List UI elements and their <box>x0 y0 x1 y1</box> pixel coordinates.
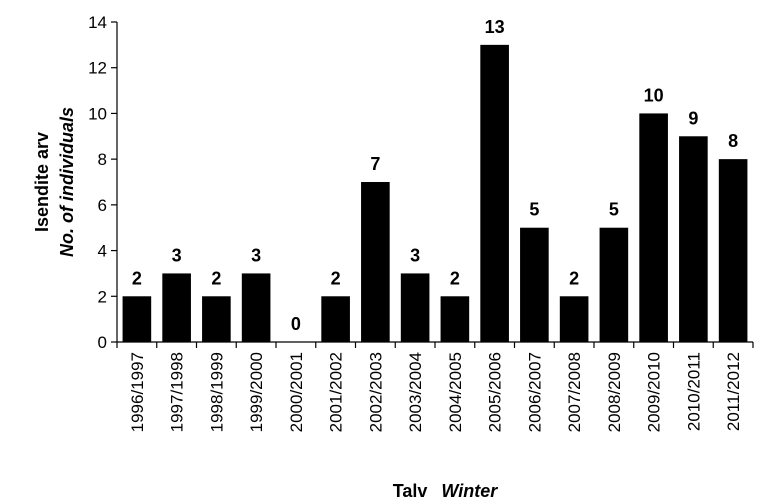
bar <box>400 273 430 342</box>
y-tick-label: 8 <box>98 150 107 169</box>
bar <box>718 159 748 342</box>
bar <box>321 296 350 342</box>
data-label: 3 <box>251 245 261 265</box>
data-label: 7 <box>370 154 380 174</box>
bar <box>122 296 152 342</box>
y-tick-label: 14 <box>88 13 107 32</box>
bar <box>440 296 470 342</box>
x-tick-label: 1998/1999 <box>207 352 226 432</box>
data-label: 9 <box>688 108 698 128</box>
bar <box>679 136 708 342</box>
x-axis-label: Talv <box>393 481 428 501</box>
bar <box>520 227 549 342</box>
data-label: 8 <box>728 131 738 151</box>
data-label: 2 <box>211 268 221 288</box>
data-label: 5 <box>609 200 619 220</box>
y-axis-label: Isendite arv <box>32 132 52 232</box>
x-tick-label: 2002/2003 <box>366 352 385 432</box>
x-tick-label: 1996/1997 <box>128 352 147 432</box>
x-tick-label: 2010/2011 <box>684 352 703 431</box>
data-label: 2 <box>450 268 460 288</box>
bar <box>241 273 271 342</box>
y-tick-label: 0 <box>98 333 107 352</box>
x-tick-label: 2000/2001 <box>287 352 306 432</box>
x-tick-label: 2009/2010 <box>645 352 664 432</box>
x-tick-label: 2006/2007 <box>525 352 544 432</box>
y-tick-label: 2 <box>98 287 107 306</box>
bar <box>162 273 191 342</box>
bar <box>361 182 390 342</box>
x-tick-label: 1999/2000 <box>247 352 266 432</box>
bar <box>599 227 629 342</box>
x-tick-label: 2004/2005 <box>446 352 465 432</box>
data-label: 5 <box>529 200 539 220</box>
y-tick-label: 12 <box>88 59 107 78</box>
bar <box>639 113 668 342</box>
data-label: 3 <box>172 245 182 265</box>
y-tick-label: 4 <box>98 242 107 261</box>
data-label: 2 <box>569 268 579 288</box>
x-tick-label: 2001/2002 <box>327 352 346 432</box>
bar <box>559 296 589 342</box>
data-label: 2 <box>132 268 142 288</box>
x-axis-title: Talv Winter <box>393 481 499 501</box>
data-label: 3 <box>410 245 420 265</box>
y-tick-label: 10 <box>88 104 107 123</box>
x-tick-label: 2005/2006 <box>486 352 505 432</box>
x-tick-label: 2003/2004 <box>406 352 425 432</box>
y-tick-label: 6 <box>98 196 107 215</box>
bar <box>480 44 509 342</box>
data-label: 13 <box>485 17 505 37</box>
x-tick-label: 2008/2009 <box>605 352 624 432</box>
data-label: 10 <box>644 85 664 105</box>
data-label: 2 <box>331 268 341 288</box>
x-tick-label: 1997/1998 <box>168 352 187 432</box>
data-label: 0 <box>291 314 301 334</box>
plot-area: 0 2 4 6 8 10 12 14 2 1996/1997 3 1997/1998 2 1998/199… <box>88 13 754 432</box>
x-axis-label-english: Winter <box>441 481 498 501</box>
y-axis-label-english: No. of individuals <box>57 107 77 257</box>
y-axis-title: Isendite arv No. of individuals <box>32 107 77 257</box>
x-tick-label: 2011/2012 <box>724 352 743 431</box>
x-tick-label: 2007/2008 <box>565 352 584 432</box>
bar <box>202 296 231 342</box>
